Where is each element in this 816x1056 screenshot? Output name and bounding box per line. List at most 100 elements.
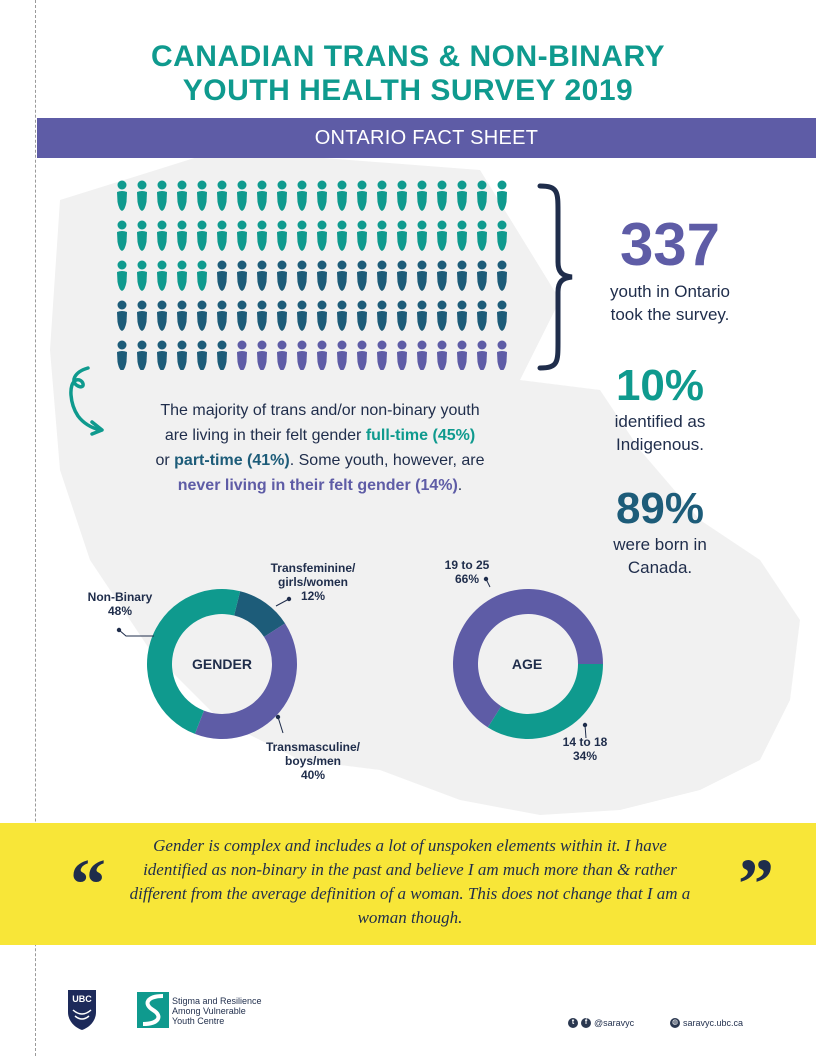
age-donut-chart	[453, 589, 603, 739]
person-icon	[117, 340, 127, 370]
person-icon	[337, 300, 347, 331]
person-icon	[157, 180, 167, 211]
gender-donut-chart	[146, 589, 297, 739]
person-icon	[397, 340, 407, 370]
person-icon	[117, 300, 127, 331]
person-icon	[377, 300, 387, 331]
person-icon	[157, 300, 167, 331]
person-icon	[257, 340, 267, 370]
open-quote-icon: “	[70, 844, 106, 924]
stat-born-canada-text: were born in Canada.	[613, 535, 707, 577]
person-icon	[457, 340, 467, 370]
quote-band	[0, 823, 816, 945]
stat-respondents-text: youth in Ontario took the survey.	[609, 282, 730, 324]
person-icon	[277, 220, 287, 251]
gender-slice-transfeminine-girls-women	[234, 591, 286, 637]
person-icon	[277, 300, 287, 331]
person-icon	[217, 340, 227, 370]
person-icon	[237, 220, 247, 251]
saravyc-logo-icon	[137, 992, 169, 1028]
person-icon	[457, 220, 467, 251]
person-icon	[297, 220, 307, 251]
person-icon	[457, 300, 467, 331]
person-icon	[457, 260, 467, 291]
youth-quote: Gender is complex and includes a lot of …	[129, 836, 691, 927]
website-link[interactable]: ◍ saravyc.ubc.ca	[670, 1018, 744, 1028]
age-slice-19-to-25	[453, 589, 603, 728]
saravyc-org-name: Stigma and Resilience Among Vulnerable Y…	[172, 996, 262, 1026]
never-highlight: never living in their felt gender (14%)	[177, 477, 458, 494]
person-icon	[357, 180, 367, 211]
person-icon	[397, 260, 407, 291]
felt-gender-paragraph: The majority of trans and/or non-binary …	[155, 402, 485, 494]
person-icon	[257, 220, 267, 251]
globe-icon: ◍	[670, 1018, 680, 1028]
gender-chart-title: GENDER	[192, 656, 252, 672]
person-icon	[137, 260, 147, 291]
stat-born-canada-value: 89%	[615, 484, 705, 533]
age-chart-title: AGE	[511, 656, 543, 672]
person-icon	[417, 220, 427, 251]
age-slice-14-to-18	[487, 664, 603, 739]
non-binary-label: Non-Binary 48%	[87, 590, 153, 618]
person-icon	[417, 300, 427, 331]
person-icon	[197, 300, 207, 331]
person-icon	[297, 180, 307, 211]
parttime-highlight: part-time (41%)	[174, 452, 290, 469]
facebook-icon[interactable]: f	[581, 1018, 591, 1028]
person-icon	[497, 300, 507, 331]
stat-respondents-value: 337	[619, 211, 721, 278]
person-icon	[237, 180, 247, 211]
person-icon	[437, 180, 447, 211]
person-icon	[137, 220, 147, 251]
person-icon	[357, 220, 367, 251]
person-icon	[377, 260, 387, 291]
person-icon	[237, 260, 247, 291]
page-title-line2: YOUTH HEALTH SURVEY 2019	[182, 74, 634, 107]
person-icon	[477, 340, 487, 370]
curly-brace	[537, 183, 573, 371]
person-icon	[317, 340, 327, 370]
person-icon	[137, 300, 147, 331]
person-icon	[437, 300, 447, 331]
person-icon	[337, 220, 347, 251]
person-icon	[337, 340, 347, 370]
person-icon	[257, 300, 267, 331]
person-icon	[277, 260, 287, 291]
page-title-line1: CANADIAN TRANS & NON-BINARY	[150, 40, 666, 73]
people-pictogram	[117, 180, 507, 370]
person-icon	[317, 220, 327, 251]
person-icon	[337, 180, 347, 211]
person-icon	[237, 340, 247, 370]
person-icon	[177, 260, 187, 291]
transfeminine-label: Transfeminine/girls/women 12%	[270, 561, 356, 603]
age-19-25-label: 19 to 25 66%	[444, 558, 490, 586]
person-icon	[197, 220, 207, 251]
person-icon	[117, 260, 127, 291]
person-icon	[477, 220, 487, 251]
gender-slice-transmasculine-boys-men	[194, 623, 297, 739]
twitter-icon[interactable]: t	[568, 1018, 578, 1028]
person-icon	[177, 180, 187, 211]
person-icon	[477, 260, 487, 291]
fact-sheet-banner: ONTARIO FACT SHEET	[37, 118, 816, 158]
gender-slice-non-binary	[146, 589, 241, 734]
person-icon	[437, 340, 447, 370]
person-icon	[397, 220, 407, 251]
person-icon	[317, 260, 327, 291]
person-icon	[217, 220, 227, 251]
person-icon	[337, 260, 347, 291]
close-quote-icon: ”	[738, 844, 774, 924]
person-icon	[137, 180, 147, 211]
person-icon	[157, 220, 167, 251]
social-handle[interactable]: t f @saravyc	[568, 1018, 634, 1028]
person-icon	[297, 340, 307, 370]
person-icon	[177, 300, 187, 331]
person-icon	[217, 180, 227, 211]
person-icon	[497, 180, 507, 211]
person-icon	[217, 300, 227, 331]
person-icon	[477, 180, 487, 211]
person-icon	[497, 260, 507, 291]
person-icon	[417, 180, 427, 211]
